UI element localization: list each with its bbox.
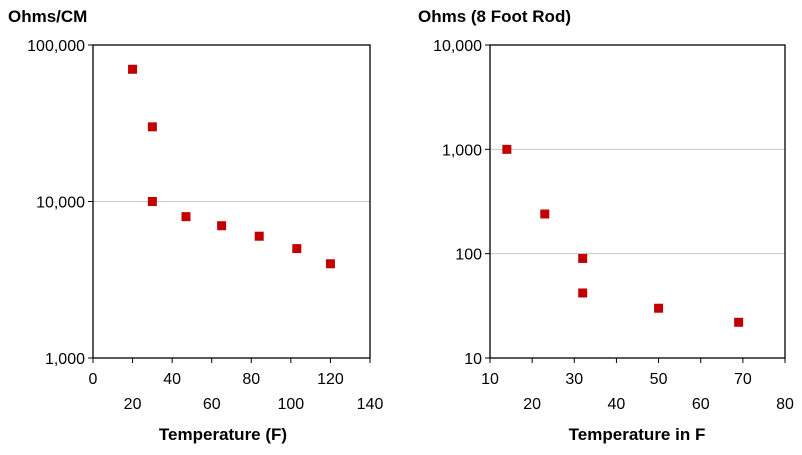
y-tick-label: 10 (464, 351, 482, 368)
data-point (148, 122, 157, 131)
x-axis-label: Temperature (F) (159, 425, 287, 444)
y-tick-label: 1,000 (442, 142, 482, 159)
x-tick-label: 80 (776, 396, 794, 413)
x-tick-label: 50 (650, 371, 668, 388)
data-point (502, 145, 511, 154)
data-point (578, 254, 587, 263)
y-tick-label: 100 (455, 247, 482, 264)
data-point (540, 209, 549, 218)
x-tick-label: 60 (692, 396, 710, 413)
data-point (326, 259, 335, 268)
data-point (292, 244, 301, 253)
y-tick-label: 100,000 (27, 38, 85, 55)
x-tick-label: 40 (608, 396, 626, 413)
y-tick-label: 1,000 (45, 351, 85, 368)
y-tick-label: 10,000 (36, 195, 85, 212)
data-point (128, 65, 137, 74)
x-tick-label: 100 (278, 396, 305, 413)
x-tick-label: 140 (357, 396, 384, 413)
data-point (734, 318, 743, 327)
data-point (217, 221, 226, 230)
y-tick-label: 10,000 (433, 38, 482, 55)
x-tick-label: 60 (203, 396, 221, 413)
x-axis-label: Temperature in F (569, 425, 706, 444)
chart-title: Ohms (8 Foot Rod) (418, 7, 571, 26)
x-tick-label: 20 (523, 396, 541, 413)
x-tick-label: 0 (89, 371, 98, 388)
plot-area (490, 45, 785, 358)
x-tick-label: 20 (124, 396, 142, 413)
chart-title: Ohms/CM (8, 7, 87, 26)
x-tick-label: 70 (734, 371, 752, 388)
chart-2: Ohms (8 Foot Rod) 10 100 1,000 10,000 10 30 50 7… (418, 7, 794, 444)
x-tick-label: 80 (242, 371, 260, 388)
x-tick-label: 40 (163, 371, 181, 388)
data-point (654, 304, 663, 313)
chart-1: Ohms/CM 1,000 10,000 100,000 0 40 80 120 20 60 100… (8, 7, 383, 444)
x-tick-label: 10 (481, 371, 499, 388)
x-tick-label: 30 (565, 371, 583, 388)
data-point (148, 197, 157, 206)
data-point (255, 232, 264, 241)
data-point (181, 212, 190, 221)
data-point (578, 288, 587, 297)
x-tick-label: 120 (317, 371, 344, 388)
